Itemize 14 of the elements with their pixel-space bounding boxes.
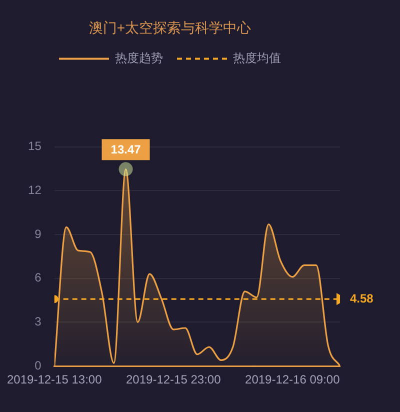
legend-label: 热度均值 — [233, 51, 281, 66]
y-tick-label: 12 — [28, 182, 42, 197]
x-tick-label: 2019-12-15 13:00 — [7, 372, 102, 387]
annotation: 13.47 — [110, 142, 142, 156]
y-tick-label: 6 — [34, 270, 42, 285]
data-label: 4.58 — [350, 291, 374, 306]
x-tick-label: 2019-12-16 09:00 — [245, 372, 340, 387]
y-tick-label: 0 — [34, 358, 42, 372]
legend-label: 热度趋势 — [115, 51, 163, 66]
y-tick-label: 15 — [28, 139, 42, 154]
chart-title: 澳门+太空探索与科学中心 — [88, 19, 252, 36]
x-tick-label: 2019-12-15 23:00 — [126, 372, 222, 387]
y-tick-label: 9 — [34, 226, 42, 241]
y-tick-label: 3 — [34, 314, 42, 328]
